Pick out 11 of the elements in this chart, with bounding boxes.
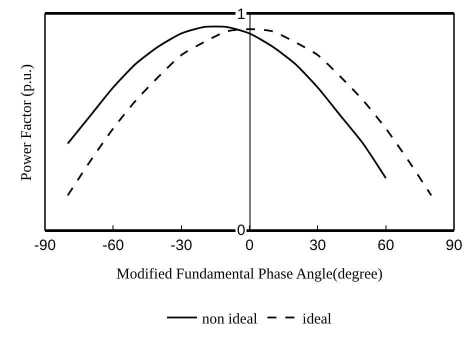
x-axis-title: Modified Fundamental Phase Angle(degree) — [116, 266, 383, 282]
x-tick-label: -30 — [170, 236, 192, 254]
x-tick-label: 30 — [309, 236, 326, 254]
y-axis-title: Power Factor (p.u.) — [18, 64, 35, 181]
legend-label: ideal — [302, 311, 332, 328]
x-tick-label: 60 — [377, 236, 394, 254]
x-tick-label: -60 — [102, 236, 124, 254]
x-tick-label: 90 — [446, 236, 462, 254]
x-tick-label: -90 — [34, 236, 56, 254]
y-tick-label: 1 — [237, 6, 246, 23]
legend-label: non ideal — [202, 311, 258, 328]
